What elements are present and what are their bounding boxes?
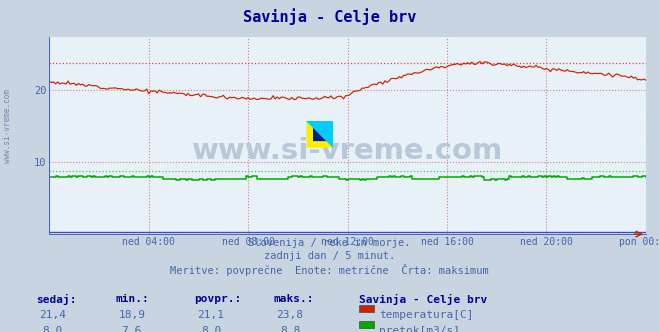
Polygon shape: [313, 128, 326, 141]
Text: temperatura[C]: temperatura[C]: [379, 310, 473, 320]
Text: sedaj:: sedaj:: [36, 294, 76, 305]
Text: www.si-vreme.com: www.si-vreme.com: [3, 89, 13, 163]
Text: 7,6: 7,6: [122, 326, 142, 332]
Text: Savinja - Celje brv: Savinja - Celje brv: [243, 8, 416, 25]
Text: 21,4: 21,4: [40, 310, 66, 320]
Text: maks.:: maks.:: [273, 294, 314, 304]
Text: 18,9: 18,9: [119, 310, 145, 320]
Text: 8,0: 8,0: [43, 326, 63, 332]
Text: Slovenija / reke in morje.: Slovenija / reke in morje.: [248, 238, 411, 248]
Text: pretok[m3/s]: pretok[m3/s]: [379, 326, 460, 332]
Polygon shape: [306, 121, 333, 148]
Text: povpr.:: povpr.:: [194, 294, 242, 304]
Text: zadnji dan / 5 minut.: zadnji dan / 5 minut.: [264, 251, 395, 261]
Text: Meritve: povprečne  Enote: metrične  Črta: maksimum: Meritve: povprečne Enote: metrične Črta:…: [170, 264, 489, 276]
Text: 8,0: 8,0: [201, 326, 221, 332]
Text: www.si-vreme.com: www.si-vreme.com: [192, 137, 503, 165]
Polygon shape: [306, 121, 333, 148]
Text: Savinja - Celje brv: Savinja - Celje brv: [359, 294, 488, 305]
Text: 23,8: 23,8: [277, 310, 303, 320]
Text: 8,8: 8,8: [280, 326, 300, 332]
Text: min.:: min.:: [115, 294, 149, 304]
Text: 21,1: 21,1: [198, 310, 224, 320]
